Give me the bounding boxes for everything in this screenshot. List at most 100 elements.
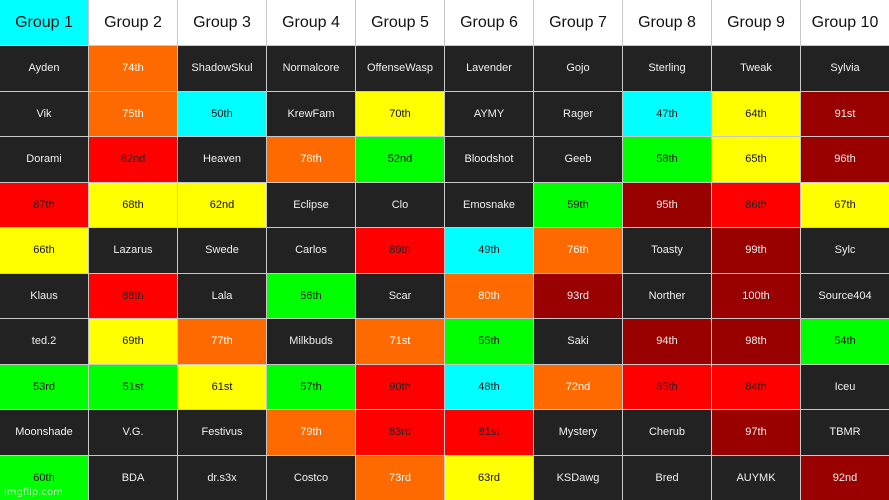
grid-cell-r9-c1: Moonshade bbox=[0, 410, 88, 455]
grid-cell-r3-c1: Dorami bbox=[0, 137, 88, 182]
grid-cell-r2-c5: 70th bbox=[356, 91, 444, 136]
grid-cell-r2-c9: 64th bbox=[712, 91, 800, 136]
grid-cell-r5-c1: 66th bbox=[0, 228, 88, 273]
grid-cell-r3-c7: Geeb bbox=[534, 137, 622, 182]
grid-cell-r3-c8: 58th bbox=[623, 137, 711, 182]
group-header-10: Group 10 bbox=[801, 0, 889, 45]
grid-cell-r9-c6: 81st bbox=[445, 410, 533, 455]
grid-cell-r10-c2: BDA bbox=[89, 455, 177, 500]
grid-cell-r9-c2: V.G. bbox=[89, 410, 177, 455]
grid-cell-r6-c2: 88th bbox=[89, 273, 177, 318]
grid-cell-r9-c10: TBMR bbox=[801, 410, 889, 455]
grid-cell-r8-c1: 53rd bbox=[0, 364, 88, 409]
grid-cell-r4-c10: 67th bbox=[801, 182, 889, 227]
grid-cell-r6-c5: Scar bbox=[356, 273, 444, 318]
grid-cell-r9-c9: 97th bbox=[712, 410, 800, 455]
grid-cell-r2-c10: 91st bbox=[801, 91, 889, 136]
grid-cell-r4-c5: Clo bbox=[356, 182, 444, 227]
grid-cell-r8-c3: 61st bbox=[178, 364, 266, 409]
grid-cell-r1-c9: Tweak bbox=[712, 46, 800, 91]
grid-cell-r8-c4: 57th bbox=[267, 364, 355, 409]
grid-cell-r3-c2: 82nd bbox=[89, 137, 177, 182]
group-header-4: Group 4 bbox=[267, 0, 355, 45]
grid-cell-r9-c8: Cherub bbox=[623, 410, 711, 455]
grid-cell-r2-c3: 50th bbox=[178, 91, 266, 136]
grid-cell-r1-c4: Normalcore bbox=[267, 46, 355, 91]
grid-cell-r5-c10: Sylc bbox=[801, 228, 889, 273]
grid-cell-r3-c6: Bloodshot bbox=[445, 137, 533, 182]
grid-cell-r2-c4: KrewFam bbox=[267, 91, 355, 136]
grid-cell-r7-c5: 71st bbox=[356, 319, 444, 364]
grid-cell-r8-c9: 84th bbox=[712, 364, 800, 409]
group-header-9: Group 9 bbox=[712, 0, 800, 45]
grid-cell-r3-c10: 96th bbox=[801, 137, 889, 182]
grid-cell-r1-c8: Sterling bbox=[623, 46, 711, 91]
grid-cell-r10-c6: 63rd bbox=[445, 455, 533, 500]
group-header-2: Group 2 bbox=[89, 0, 177, 45]
grid-cell-r7-c10: 54th bbox=[801, 319, 889, 364]
grid-cell-r9-c7: Mystery bbox=[534, 410, 622, 455]
grid-cell-r1-c6: Lavender bbox=[445, 46, 533, 91]
grid-cell-r8-c8: 85th bbox=[623, 364, 711, 409]
grid-cell-r4-c8: 95th bbox=[623, 182, 711, 227]
grid-cell-r5-c4: Carlos bbox=[267, 228, 355, 273]
grid-cell-r5-c6: 49th bbox=[445, 228, 533, 273]
grid-cell-r9-c4: 79th bbox=[267, 410, 355, 455]
grid-cell-r8-c5: 90th bbox=[356, 364, 444, 409]
grid-cell-r7-c8: 94th bbox=[623, 319, 711, 364]
grid-cell-r10-c3: dr.s3x bbox=[178, 455, 266, 500]
grid-cell-r7-c4: Milkbuds bbox=[267, 319, 355, 364]
grid-cell-r6-c1: Klaus bbox=[0, 273, 88, 318]
group-header-7: Group 7 bbox=[534, 0, 622, 45]
grid-cell-r10-c4: Costco bbox=[267, 455, 355, 500]
grid-cell-r1-c10: Sylvia bbox=[801, 46, 889, 91]
grid-cell-r10-c10: 92nd bbox=[801, 455, 889, 500]
grid-cell-r6-c6: 80th bbox=[445, 273, 533, 318]
grid-cell-r6-c3: Lala bbox=[178, 273, 266, 318]
grid-cell-r7-c2: 69th bbox=[89, 319, 177, 364]
grid-cell-r4-c7: 59th bbox=[534, 182, 622, 227]
grid-cell-r1-c5: OffenseWasp bbox=[356, 46, 444, 91]
grid-cell-r5-c2: Lazarus bbox=[89, 228, 177, 273]
grid-cell-r8-c7: 72nd bbox=[534, 364, 622, 409]
grid-cell-r6-c7: 93rd bbox=[534, 273, 622, 318]
grid-cell-r3-c3: Heaven bbox=[178, 137, 266, 182]
grid-cell-r1-c2: 74th bbox=[89, 46, 177, 91]
grid-cell-r10-c1: 60th bbox=[0, 455, 88, 500]
grid-cell-r2-c8: 47th bbox=[623, 91, 711, 136]
grid-cell-r5-c7: 76th bbox=[534, 228, 622, 273]
group-header-8: Group 8 bbox=[623, 0, 711, 45]
grid-cell-r1-c1: Ayden bbox=[0, 46, 88, 91]
grid-cell-r4-c4: Eclipse bbox=[267, 182, 355, 227]
grid-cell-r4-c2: 68th bbox=[89, 182, 177, 227]
group-header-3: Group 3 bbox=[178, 0, 266, 45]
grid-cell-r6-c9: 100th bbox=[712, 273, 800, 318]
grid-cell-r5-c5: 89th bbox=[356, 228, 444, 273]
grid-cell-r10-c8: Bred bbox=[623, 455, 711, 500]
grid-cell-r2-c6: AYMY bbox=[445, 91, 533, 136]
grid-cell-r5-c9: 99th bbox=[712, 228, 800, 273]
grid-cell-r10-c7: KSDawg bbox=[534, 455, 622, 500]
grid-cell-r9-c5: 83rd bbox=[356, 410, 444, 455]
grid-cell-r7-c9: 98th bbox=[712, 319, 800, 364]
grid-cell-r2-c7: Rager bbox=[534, 91, 622, 136]
grid-cell-r7-c7: Saki bbox=[534, 319, 622, 364]
grid-cell-r5-c3: Swede bbox=[178, 228, 266, 273]
grid-cell-r6-c4: 56th bbox=[267, 273, 355, 318]
grid-cell-r8-c10: Iceu bbox=[801, 364, 889, 409]
grid-cell-r8-c6: 48th bbox=[445, 364, 533, 409]
grid-cell-r7-c1: ted.2 bbox=[0, 319, 88, 364]
grid-cell-r10-c5: 73rd bbox=[356, 455, 444, 500]
grid-cell-r2-c1: Vik bbox=[0, 91, 88, 136]
grid-cell-r1-c3: ShadowSkul bbox=[178, 46, 266, 91]
grid-cell-r6-c8: Norther bbox=[623, 273, 711, 318]
grid-cell-r3-c5: 52nd bbox=[356, 137, 444, 182]
grid-cell-r10-c9: AUYMK bbox=[712, 455, 800, 500]
grid-cell-r5-c8: Toasty bbox=[623, 228, 711, 273]
grid-cell-r3-c9: 65th bbox=[712, 137, 800, 182]
grid-cell-r1-c7: Gojo bbox=[534, 46, 622, 91]
group-header-1: Group 1 bbox=[0, 0, 88, 45]
grid-cell-r2-c2: 75th bbox=[89, 91, 177, 136]
grid-cell-r8-c2: 51st bbox=[89, 364, 177, 409]
